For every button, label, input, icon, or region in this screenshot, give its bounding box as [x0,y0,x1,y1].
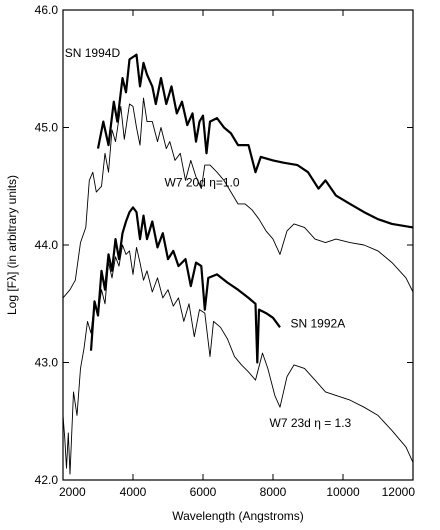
annotation-w7-23d: W7 23d η = 1.3 [270,416,352,430]
annotation-sn1992a: SN 1992A [291,316,346,330]
y-tick-label: 46.0 [35,3,59,17]
y-axis-ticks: 42.0 43.0 44.0 45.0 46.0 [35,3,413,487]
x-tick-label: 12000 [382,485,416,499]
spectrum-line-1 [96,53,414,229]
x-tick-label: 10000 [326,485,360,499]
x-tick-label: 2000 [59,485,86,499]
series-layer [62,53,414,475]
annotation-sn1994d: SN 1994D [65,46,121,60]
spectrum-line-4 [62,244,414,475]
y-tick-label: 45.0 [35,121,59,135]
y-tick-label: 42.0 [35,473,59,487]
annotation-layer: SN 1994D W7 20d η=1.0 SN 1992A W7 23d η = 1… [65,46,352,430]
x-axis-ticks: 2000 4000 6000 8000 10000 12000 [59,10,415,499]
x-tick-label: 4000 [120,485,147,499]
y-tick-label: 44.0 [35,238,59,252]
y-axis-label: Log [Fλ] (in arbitrary units) [5,175,19,315]
annotation-w7-20d: W7 20d η=1.0 [165,175,240,189]
spectrum-line-3 [89,206,281,364]
x-tick-label: 8000 [260,485,287,499]
x-tick-label: 6000 [190,485,217,499]
y-tick-label: 43.0 [35,356,59,370]
spectrum-line-2 [62,97,414,299]
x-axis-label: Wavelength (Angstroms) [172,509,304,523]
